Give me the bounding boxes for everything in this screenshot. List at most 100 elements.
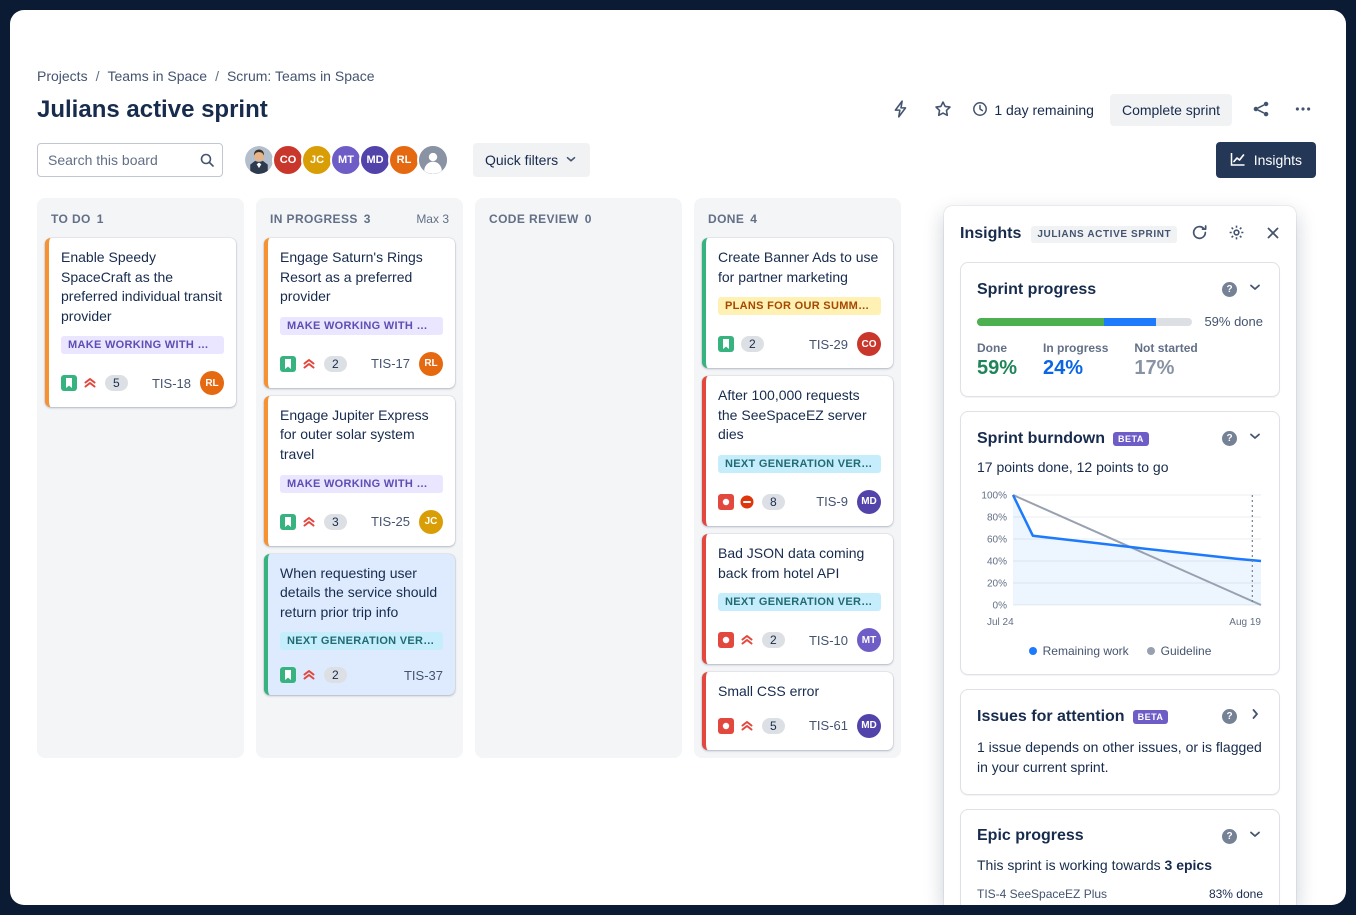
svg-text:0%: 0%	[993, 601, 1008, 612]
avatar-co[interactable]: CO	[272, 144, 304, 176]
avatar-rl[interactable]: RL	[388, 144, 420, 176]
column-count: 4	[750, 212, 758, 226]
epic-label[interactable]: NEXT GENERATION VERSIO…	[718, 593, 881, 612]
board-card-tis-29[interactable]: Create Banner Ads to use for partner mar…	[702, 238, 893, 369]
column-cards: Engage Saturn's Rings Resort as a prefer…	[264, 238, 455, 696]
assignee-avatar[interactable]: MT	[857, 628, 881, 653]
epic-label[interactable]: MAKE WORKING WITH OUR …	[280, 474, 443, 493]
svg-text:80%: 80%	[987, 513, 1007, 524]
board-card-tis-10[interactable]: Bad JSON data coming back from hotel API…	[702, 533, 893, 665]
complete-sprint-button[interactable]: Complete sprint	[1109, 94, 1232, 126]
burndown-chart: 0% 20% 40% 60% 80% 100% Jul 24 Aug 19	[977, 487, 1263, 640]
burndown-subtitle: 17 points done, 12 points to go	[977, 459, 1169, 475]
epic-label[interactable]: NEXT GENERATION VERSIO…	[718, 454, 881, 473]
insights-panel-icons	[1187, 220, 1285, 248]
close-panel-button[interactable]	[1261, 221, 1285, 248]
priority-highest-icon	[301, 514, 317, 530]
issue-key: TIS-61	[808, 718, 848, 734]
issue-key: TIS-10	[808, 632, 848, 648]
issue-key: TIS-29	[808, 336, 848, 352]
breadcrumb-projects[interactable]: Projects	[37, 68, 88, 84]
settings-button[interactable]	[1224, 220, 1249, 248]
sprint-progress-title: Sprint progress	[977, 280, 1097, 298]
card-footer: 8 TIS-9 MD	[718, 489, 881, 514]
assignee-avatar[interactable]: MD	[857, 489, 881, 514]
stat-done-value: 59%	[977, 357, 1018, 379]
breadcrumb-separator: /	[95, 68, 100, 84]
help-icon[interactable]: ?	[1222, 431, 1237, 446]
gear-icon	[1228, 224, 1245, 244]
assignee-avatar[interactable]: CO	[857, 332, 881, 357]
epic-label[interactable]: MAKE WORKING WITH OUR …	[280, 316, 443, 335]
column-name: IN PROGRESS	[270, 212, 358, 226]
svg-text:100%: 100%	[981, 491, 1007, 502]
share-button[interactable]	[1248, 96, 1274, 125]
search-input[interactable]	[37, 143, 223, 177]
chevron-down-icon	[564, 152, 578, 169]
insights-panel-title: Insights	[960, 225, 1022, 242]
avatar-jc[interactable]: JC	[301, 144, 333, 176]
estimate-badge: 2	[762, 632, 785, 649]
board-column-done: DONE 4 Create Banner Ads to use for partne…	[694, 198, 901, 758]
assignee-avatar[interactable]: RL	[200, 371, 224, 396]
legend-dot-icon	[1146, 647, 1155, 655]
board-card-tis-18[interactable]: Enable Speedy SpaceCraft as the preferre…	[45, 238, 236, 408]
breadcrumb-teams-in-space[interactable]: Teams in Space	[107, 68, 208, 84]
column-header: TO DO 1	[45, 206, 236, 238]
board-card-tis-25[interactable]: Engage Jupiter Express for outer solar s…	[264, 395, 455, 546]
column-cards: Enable Speedy SpaceCraft as the preferre…	[45, 238, 236, 408]
avatar-mt[interactable]: MT	[330, 144, 362, 176]
svg-text:20%: 20%	[987, 579, 1007, 590]
automation-lightning-button[interactable]	[888, 96, 914, 125]
legend-dot-icon	[1028, 647, 1037, 655]
stat-done-label: Done	[977, 341, 1007, 355]
card-footer: 2 TIS-17 RL	[280, 351, 443, 376]
board-header: Julians active sprint 1 day remaining Co…	[37, 94, 1316, 126]
epic-label[interactable]: NEXT GENERATION VERSIO…	[280, 632, 443, 651]
chevron-down-icon[interactable]	[1247, 428, 1263, 449]
assignee-avatar[interactable]: RL	[419, 351, 443, 376]
beta-badge: BETA	[1132, 709, 1169, 724]
stat-notstarted-label: Not started	[1134, 341, 1198, 355]
avatar-anonymous-icon[interactable]	[417, 144, 449, 176]
help-icon[interactable]: ?	[1222, 709, 1237, 724]
avatar-photo[interactable]	[243, 144, 275, 176]
board-card-tis-17[interactable]: Engage Saturn's Rings Resort as a prefer…	[264, 238, 455, 388]
legend-label: Guideline	[1160, 644, 1212, 658]
chevron-right-icon[interactable]	[1247, 706, 1263, 727]
insights-toggle-button[interactable]: Insights	[1215, 142, 1316, 178]
insights-panel: Insights JULIANS ACTIVE SPRINT Sprint pr…	[944, 206, 1296, 905]
help-icon[interactable]: ?	[1222, 828, 1237, 844]
board-card-tis-61[interactable]: Small CSS error 5 TIS-61 MD	[702, 672, 893, 750]
avatar-md[interactable]: MD	[359, 144, 391, 176]
help-icon[interactable]: ?	[1222, 282, 1237, 297]
epic-label[interactable]: MAKE WORKING WITH OUR …	[61, 336, 224, 355]
stat-notstarted: Not started 17%	[1134, 341, 1197, 380]
story-icon	[280, 355, 296, 372]
story-icon	[61, 375, 77, 392]
board-card-tis-37[interactable]: When requesting user details the service…	[264, 553, 455, 696]
insights-panel-body: Sprint progress ? 59% done	[944, 258, 1296, 905]
board-card-tis-9[interactable]: After 100,000 requests the SeeSpaceEZ se…	[702, 376, 893, 526]
chevron-down-icon[interactable]	[1247, 826, 1263, 847]
more-actions-button[interactable]	[1290, 96, 1316, 125]
assignee-avatar[interactable]: JC	[419, 509, 443, 534]
assignee-avatar[interactable]: MD	[857, 713, 881, 738]
quick-filters-button[interactable]: Quick filters	[473, 143, 591, 177]
refresh-button[interactable]	[1187, 220, 1212, 248]
epic-name[interactable]: TIS-4 SeeSpaceEZ Plus	[977, 886, 1108, 901]
estimate-badge: 2	[324, 667, 347, 684]
bug-icon	[718, 493, 734, 510]
breadcrumb: Projects / Teams in Space / Scrum: Teams…	[37, 68, 1316, 84]
time-remaining-label: 1 day remaining	[994, 102, 1094, 118]
bug-icon	[718, 717, 734, 734]
column-count: 1	[96, 212, 104, 226]
legend-item: Guideline	[1146, 644, 1212, 658]
star-button[interactable]	[930, 96, 956, 125]
epic-label[interactable]: PLANS FOR OUR SUMMER S…	[718, 297, 881, 316]
breadcrumb-scrum-board[interactable]: Scrum: Teams in Space	[226, 68, 375, 84]
chevron-down-icon[interactable]	[1247, 279, 1263, 300]
stat-inprogress-value: 24%	[1043, 357, 1084, 379]
sprint-progress-card: Sprint progress ? 59% done	[960, 262, 1280, 397]
